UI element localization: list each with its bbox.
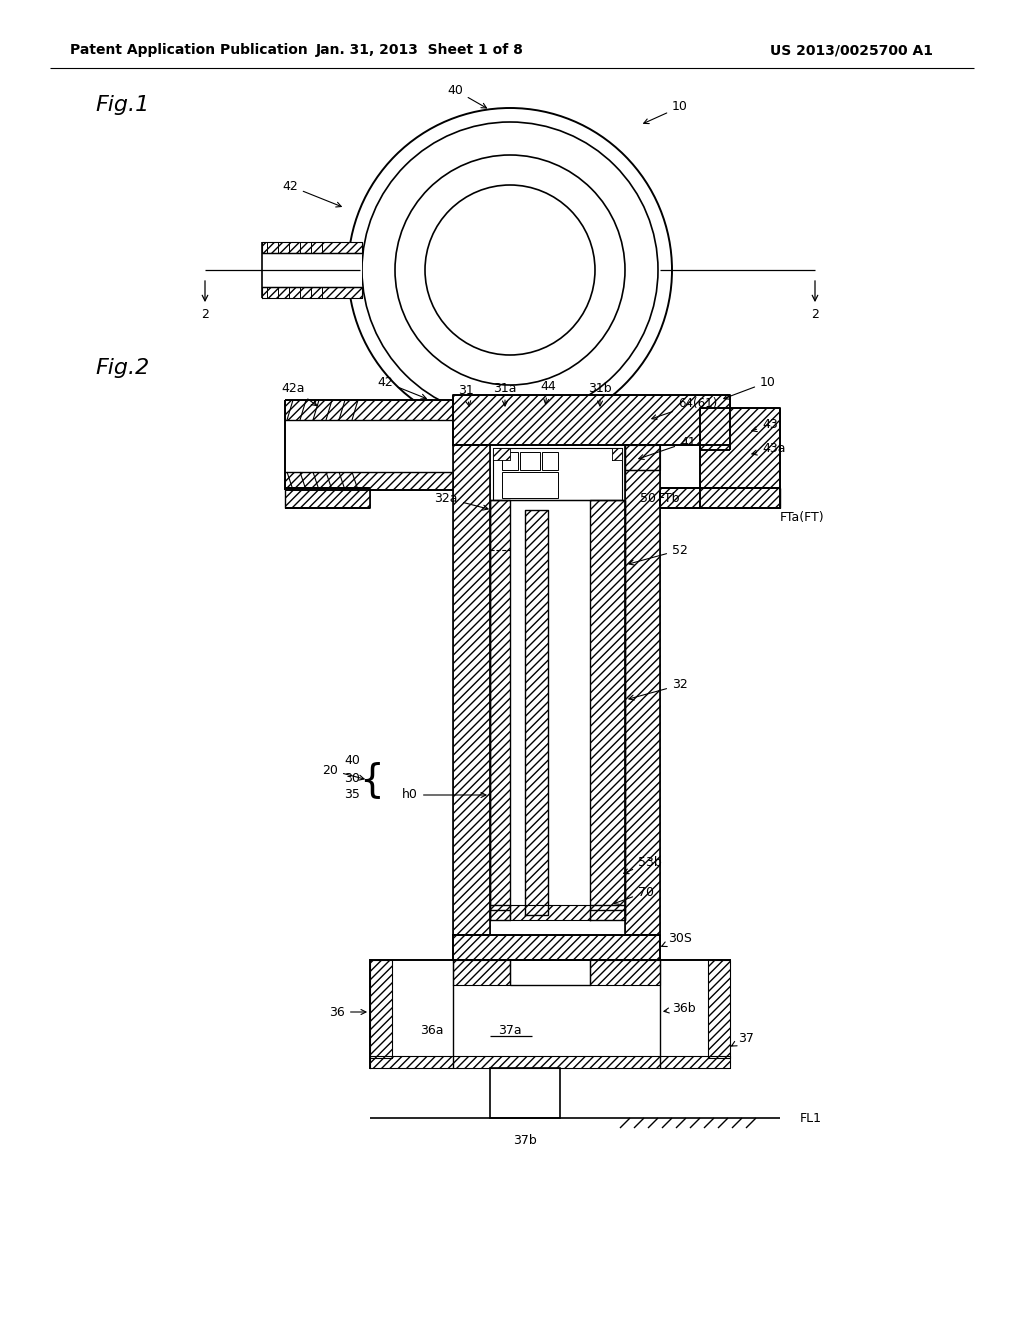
Text: 30S: 30S xyxy=(662,932,692,946)
Text: 31: 31 xyxy=(458,384,474,407)
Bar xyxy=(370,1056,730,1068)
Text: 43a: 43a xyxy=(752,441,785,455)
Bar xyxy=(262,286,362,298)
Text: 36: 36 xyxy=(330,1006,366,1019)
Bar xyxy=(625,445,660,935)
Bar xyxy=(493,447,510,459)
Text: 42: 42 xyxy=(377,375,426,399)
Bar xyxy=(370,960,392,1059)
Text: 36b: 36b xyxy=(664,1002,695,1015)
Text: 31a: 31a xyxy=(494,381,517,407)
Bar xyxy=(453,935,660,960)
Text: 37b: 37b xyxy=(513,1134,537,1147)
Bar xyxy=(625,445,660,470)
Text: 40: 40 xyxy=(447,83,486,108)
Text: Fig.2: Fig.2 xyxy=(95,358,150,378)
Bar xyxy=(285,400,453,420)
Bar xyxy=(490,500,510,920)
Bar xyxy=(612,447,622,459)
Bar xyxy=(520,451,540,470)
Text: 70: 70 xyxy=(613,886,654,904)
Text: h0: h0 xyxy=(402,788,486,801)
Bar xyxy=(542,451,558,470)
Text: 2: 2 xyxy=(201,309,209,322)
Bar xyxy=(262,242,362,253)
Text: 32a: 32a xyxy=(434,491,488,510)
Text: Patent Application Publication: Patent Application Publication xyxy=(70,44,308,57)
Bar xyxy=(590,500,625,920)
Bar xyxy=(590,960,660,985)
Text: Jan. 31, 2013  Sheet 1 of 8: Jan. 31, 2013 Sheet 1 of 8 xyxy=(316,44,524,57)
Text: FL1: FL1 xyxy=(800,1111,822,1125)
Bar xyxy=(453,445,490,935)
Text: US 2013/0025700 A1: US 2013/0025700 A1 xyxy=(770,44,933,57)
Bar xyxy=(370,960,730,1068)
Bar xyxy=(660,488,780,508)
Text: 36a: 36a xyxy=(420,1023,443,1036)
Bar xyxy=(510,906,590,920)
Text: 42: 42 xyxy=(283,180,341,207)
Text: 32: 32 xyxy=(629,678,688,700)
Text: 37: 37 xyxy=(731,1031,754,1045)
Text: FTb: FTb xyxy=(658,491,681,504)
Text: Fig.1: Fig.1 xyxy=(95,95,150,115)
Bar xyxy=(285,488,370,508)
Text: 41: 41 xyxy=(639,436,695,459)
Text: 10: 10 xyxy=(644,100,688,124)
Text: 44: 44 xyxy=(540,380,556,404)
Text: 37a: 37a xyxy=(499,1023,522,1036)
Bar xyxy=(700,408,780,508)
Text: 35: 35 xyxy=(344,788,360,801)
Text: 53b: 53b xyxy=(624,855,662,874)
Text: 64(61): 64(61) xyxy=(652,396,717,420)
Text: 10: 10 xyxy=(724,375,776,399)
Bar xyxy=(502,451,518,470)
Bar xyxy=(453,960,510,985)
Bar xyxy=(490,1068,560,1118)
Text: FTa(FT): FTa(FT) xyxy=(780,511,824,524)
Bar xyxy=(493,447,622,500)
Bar xyxy=(285,473,453,490)
Text: {: { xyxy=(359,762,384,799)
Text: 50: 50 xyxy=(640,491,656,504)
Text: 42a: 42a xyxy=(282,381,316,405)
Text: 31b: 31b xyxy=(588,381,611,407)
Text: 2: 2 xyxy=(811,309,819,322)
Bar xyxy=(708,960,730,1059)
Bar xyxy=(264,253,362,286)
Bar xyxy=(502,473,558,498)
Text: 40: 40 xyxy=(344,754,360,767)
Bar xyxy=(453,395,730,445)
Text: 43: 43 xyxy=(752,418,778,432)
Text: 30: 30 xyxy=(344,771,360,784)
Text: 20: 20 xyxy=(323,763,365,780)
Bar xyxy=(286,420,453,473)
Bar xyxy=(525,510,548,915)
Text: 52: 52 xyxy=(629,544,688,565)
